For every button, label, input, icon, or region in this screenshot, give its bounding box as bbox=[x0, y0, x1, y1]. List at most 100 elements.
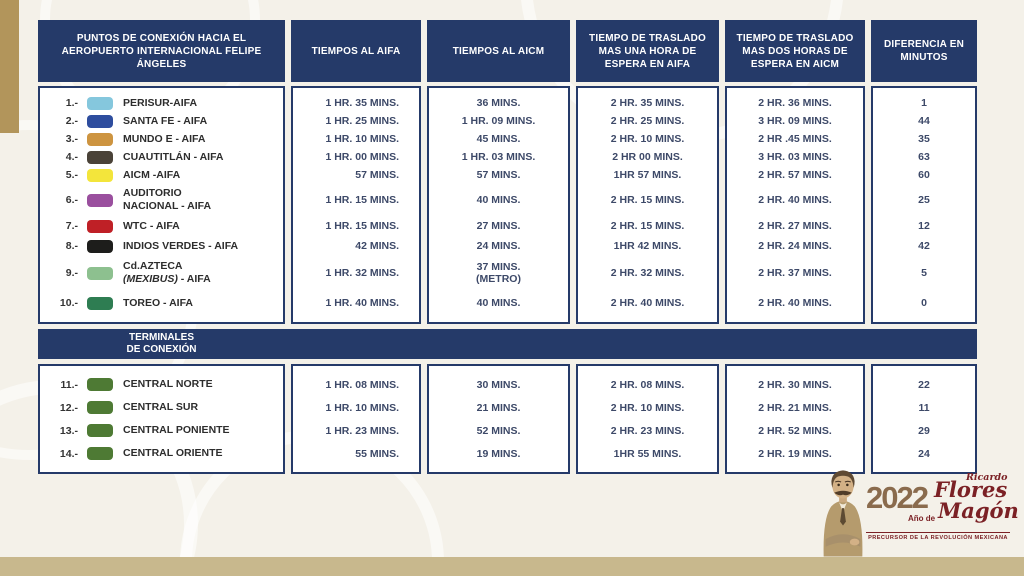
row-number: 8.- bbox=[65, 240, 78, 252]
cell-traslado-aifa: 1HR 42 MINS. bbox=[613, 240, 682, 252]
cell-traslado-aifa: 2 HR. 35 MINS. bbox=[610, 97, 685, 109]
column-traslado-aicm: 2 HR. 36 MINS. 3 HR. 09 MINS. 2 HR .45 M… bbox=[725, 86, 865, 324]
cell-traslado-aicm: 2 HR .45 MINS. bbox=[758, 133, 832, 145]
row-number: 9.- bbox=[65, 267, 78, 279]
column-tiempos-aicm: 36 MINS. 1 HR. 09 MINS. 45 MINS. 1 HR. 0… bbox=[427, 86, 570, 324]
cell-traslado-aifa: 2 HR. 08 MINS. bbox=[610, 378, 685, 391]
table-row: 5.- AICM -AIFA bbox=[40, 166, 283, 184]
cell-traslado-aicm: 3 HR. 03 MINS. bbox=[758, 151, 832, 163]
cell-diferencia: 35 bbox=[918, 133, 930, 145]
table-row: 11.- CENTRAL NORTE bbox=[40, 373, 283, 396]
row-label: CENTRAL NORTE bbox=[123, 378, 213, 391]
row-label: TOREO - AIFA bbox=[123, 296, 194, 309]
cell-diferencia: 11 bbox=[918, 401, 930, 414]
table-row: 8.- INDIOS VERDES - AIFA bbox=[40, 236, 283, 256]
cell-traslado-aifa: 1HR 57 MINS. bbox=[613, 169, 682, 181]
cell-aicm-time: 40 MINS. bbox=[476, 194, 521, 206]
row-number: 12.- bbox=[59, 401, 78, 414]
color-swatch bbox=[87, 239, 113, 253]
cell-diferencia: 25 bbox=[918, 194, 930, 206]
cell-traslado-aicm: 3 HR. 09 MINS. bbox=[758, 115, 832, 127]
bottom-accent-bar bbox=[0, 557, 1024, 576]
column-tiempos-aifa: 1 HR. 35 MINS. 1 HR. 25 MINS. 1 HR. 10 M… bbox=[291, 86, 421, 324]
row-number: 14.- bbox=[59, 447, 78, 460]
cell-traslado-aicm: 2 HR. 36 MINS. bbox=[758, 97, 832, 109]
cell-traslado-aicm: 2 HR. 21 MINS. bbox=[758, 401, 832, 414]
cell-aifa-time: 1 HR. 15 MINS. bbox=[325, 194, 399, 206]
table-row: 12.- CENTRAL SUR bbox=[40, 396, 283, 419]
logo-ricardo: Ricardo bbox=[966, 472, 1008, 483]
cell-aifa-time: 57 MINS. bbox=[355, 169, 399, 181]
table-row: 14.- CENTRAL ORIENTE bbox=[40, 442, 283, 465]
column-traslado-aifa: 2 HR. 35 MINS. 2 HR. 25 MINS. 2 HR. 10 M… bbox=[576, 86, 719, 324]
logo-ano-de: Año de bbox=[908, 514, 936, 523]
table-header-row: PUNTOS DE CONEXIÓN HACIA EL AEROPUERTO I… bbox=[38, 20, 977, 82]
row-label: AICM -AIFA bbox=[123, 168, 181, 181]
table-row: 4.- CUAUTITLÁN - AIFA bbox=[40, 148, 283, 166]
cell-aicm-time: 1 HR. 09 MINS. bbox=[461, 115, 536, 127]
row-label: CENTRAL ORIENTE bbox=[123, 447, 223, 460]
row-number: 10.- bbox=[59, 297, 78, 309]
color-swatch bbox=[87, 132, 113, 146]
logo-year: 2022 bbox=[866, 480, 929, 515]
color-swatch bbox=[87, 150, 113, 164]
cell-traslado-aicm: 2 HR. 27 MINS. bbox=[758, 220, 832, 232]
cell-diferencia: 12 bbox=[918, 220, 930, 232]
cell-diferencia: 0 bbox=[921, 297, 927, 309]
cell-aicm-time: 21 MINS. bbox=[476, 401, 521, 414]
color-swatch bbox=[87, 296, 113, 310]
row-number: 13.- bbox=[59, 424, 78, 437]
row-label: CUAUTITLÁN - AIFA bbox=[123, 150, 224, 163]
cell-aicm-time: 24 MINS. bbox=[476, 240, 521, 252]
color-swatch bbox=[87, 193, 113, 207]
table-row: 13.- CENTRAL PONIENTE bbox=[40, 419, 283, 442]
row-number: 6.- bbox=[65, 194, 78, 206]
cell-aicm-time: 27 MINS. bbox=[476, 220, 521, 232]
cell-aifa-time: 1 HR. 32 MINS. bbox=[325, 267, 399, 279]
cell-traslado-aifa: 2 HR. 10 MINS. bbox=[610, 401, 685, 414]
row-label: WTC - AIFA bbox=[123, 219, 180, 232]
cell-aicm-time: 37 MINS. (METRO) bbox=[476, 260, 521, 285]
row-number: 11.- bbox=[60, 378, 78, 391]
cell-diferencia: 24 bbox=[918, 447, 930, 460]
row-label: CENTRAL SUR bbox=[123, 401, 199, 414]
color-swatch bbox=[87, 168, 113, 182]
cell-traslado-aicm: 2 HR. 40 MINS. bbox=[758, 194, 832, 206]
cell-aifa-time: 55 MINS. bbox=[355, 447, 399, 460]
header-traslado-aicm: TIEMPO DE TRASLADO MAS DOS HORAS DE ESPE… bbox=[725, 20, 865, 82]
color-swatch bbox=[87, 447, 113, 460]
cell-diferencia: 63 bbox=[918, 151, 930, 163]
cell-traslado-aifa: 2 HR. 10 MINS. bbox=[610, 133, 685, 145]
table-row: 9.- Cd.AZTECA (MEXIBUS) - AIFA bbox=[40, 256, 283, 290]
cell-diferencia: 42 bbox=[918, 240, 930, 252]
cell-diferencia: 22 bbox=[918, 378, 930, 391]
cell-traslado-aifa: 2 HR. 15 MINS. bbox=[610, 220, 685, 232]
logo-tagline: PRECURSOR DE LA REVOLUCIÓN MEXICANA bbox=[866, 532, 1010, 541]
cell-traslado-aifa: 1HR 55 MINS. bbox=[613, 447, 682, 460]
cell-aifa-time: 1 HR. 00 MINS. bbox=[325, 151, 399, 163]
cell-traslado-aicm: 2 HR. 37 MINS. bbox=[758, 267, 832, 279]
color-swatch bbox=[87, 401, 113, 414]
row-number: 3.- bbox=[65, 133, 78, 145]
table-row: 1.- PERISUR-AIFA bbox=[40, 94, 283, 112]
color-swatch bbox=[87, 266, 113, 280]
cell-aifa-time: 1 HR. 15 MINS. bbox=[325, 220, 399, 232]
cell-diferencia: 5 bbox=[921, 267, 927, 279]
cell-diferencia: 60 bbox=[918, 169, 930, 181]
cell-traslado-aicm: 2 HR. 30 MINS. bbox=[758, 378, 832, 391]
header-traslado-aifa: TIEMPO DE TRASLADO MAS UNA HORA DE ESPER… bbox=[576, 20, 719, 82]
row-number: 4.- bbox=[65, 151, 78, 163]
logo-text: 2022 Año de Ricardo Flores Magón bbox=[866, 472, 1019, 530]
cell-aicm-time: 36 MINS. bbox=[476, 97, 521, 109]
cell-traslado-aifa: 2 HR. 23 MINS. bbox=[610, 424, 685, 437]
column-diferencia: 1 44 35 63 60 25 12 42 5 0 bbox=[871, 86, 977, 324]
cell-aicm-time: 30 MINS. bbox=[476, 378, 521, 391]
row-label: CENTRAL PONIENTE bbox=[123, 424, 230, 437]
cell-diferencia: 44 bbox=[918, 115, 930, 127]
row-label: INDIOS VERDES - AIFA bbox=[123, 239, 239, 252]
cell-traslado-aicm: 2 HR. 24 MINS. bbox=[758, 240, 832, 252]
column-tiempos-aicm-terminales: 30 MINS. 21 MINS. 52 MINS. 19 MINS. bbox=[427, 364, 570, 474]
row-number: 1.- bbox=[65, 97, 78, 109]
cell-traslado-aifa: 2 HR. 25 MINS. bbox=[610, 115, 685, 127]
